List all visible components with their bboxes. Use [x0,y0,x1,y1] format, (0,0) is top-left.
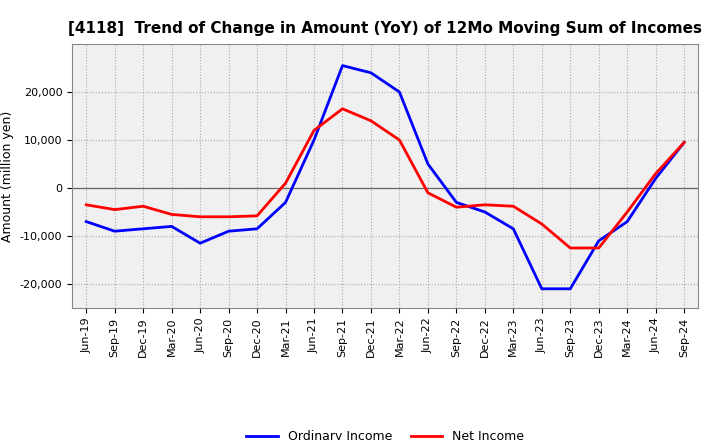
Ordinary Income [537,286,546,291]
Net Income [139,204,148,209]
Net Income [509,204,518,209]
Title: [4118]  Trend of Change in Amount (YoY) of 12Mo Moving Sum of Incomes: [4118] Trend of Change in Amount (YoY) o… [68,21,702,36]
Net Income [167,212,176,217]
Net Income [338,106,347,111]
Ordinary Income [338,63,347,68]
Ordinary Income [196,241,204,246]
Ordinary Income [652,176,660,181]
Net Income [537,221,546,227]
Net Income [680,140,688,145]
Ordinary Income [680,140,688,145]
Ordinary Income [366,70,375,75]
Net Income [423,190,432,195]
Net Income [82,202,91,207]
Net Income [595,246,603,251]
Net Income [566,246,575,251]
Ordinary Income [566,286,575,291]
Ordinary Income [110,228,119,234]
Ordinary Income [509,226,518,231]
Ordinary Income [423,161,432,167]
Net Income [282,180,290,186]
Ordinary Income [452,200,461,205]
Ordinary Income [282,200,290,205]
Ordinary Income [139,226,148,231]
Net Income [110,207,119,212]
Net Income [623,209,631,215]
Net Income [452,205,461,210]
Ordinary Income [253,226,261,231]
Net Income [225,214,233,220]
Ordinary Income [167,224,176,229]
Ordinary Income [623,219,631,224]
Ordinary Income [225,228,233,234]
Ordinary Income [480,209,489,215]
Ordinary Income [82,219,91,224]
Ordinary Income [595,238,603,243]
Net Income [310,128,318,133]
Ordinary Income [395,89,404,95]
Y-axis label: Amount (million yen): Amount (million yen) [1,110,14,242]
Net Income [196,214,204,220]
Net Income [253,213,261,219]
Line: Ordinary Income: Ordinary Income [86,66,684,289]
Net Income [480,202,489,207]
Line: Net Income: Net Income [86,109,684,248]
Net Income [366,118,375,124]
Net Income [395,137,404,143]
Ordinary Income [310,137,318,143]
Net Income [652,171,660,176]
Legend: Ordinary Income, Net Income: Ordinary Income, Net Income [241,425,529,440]
